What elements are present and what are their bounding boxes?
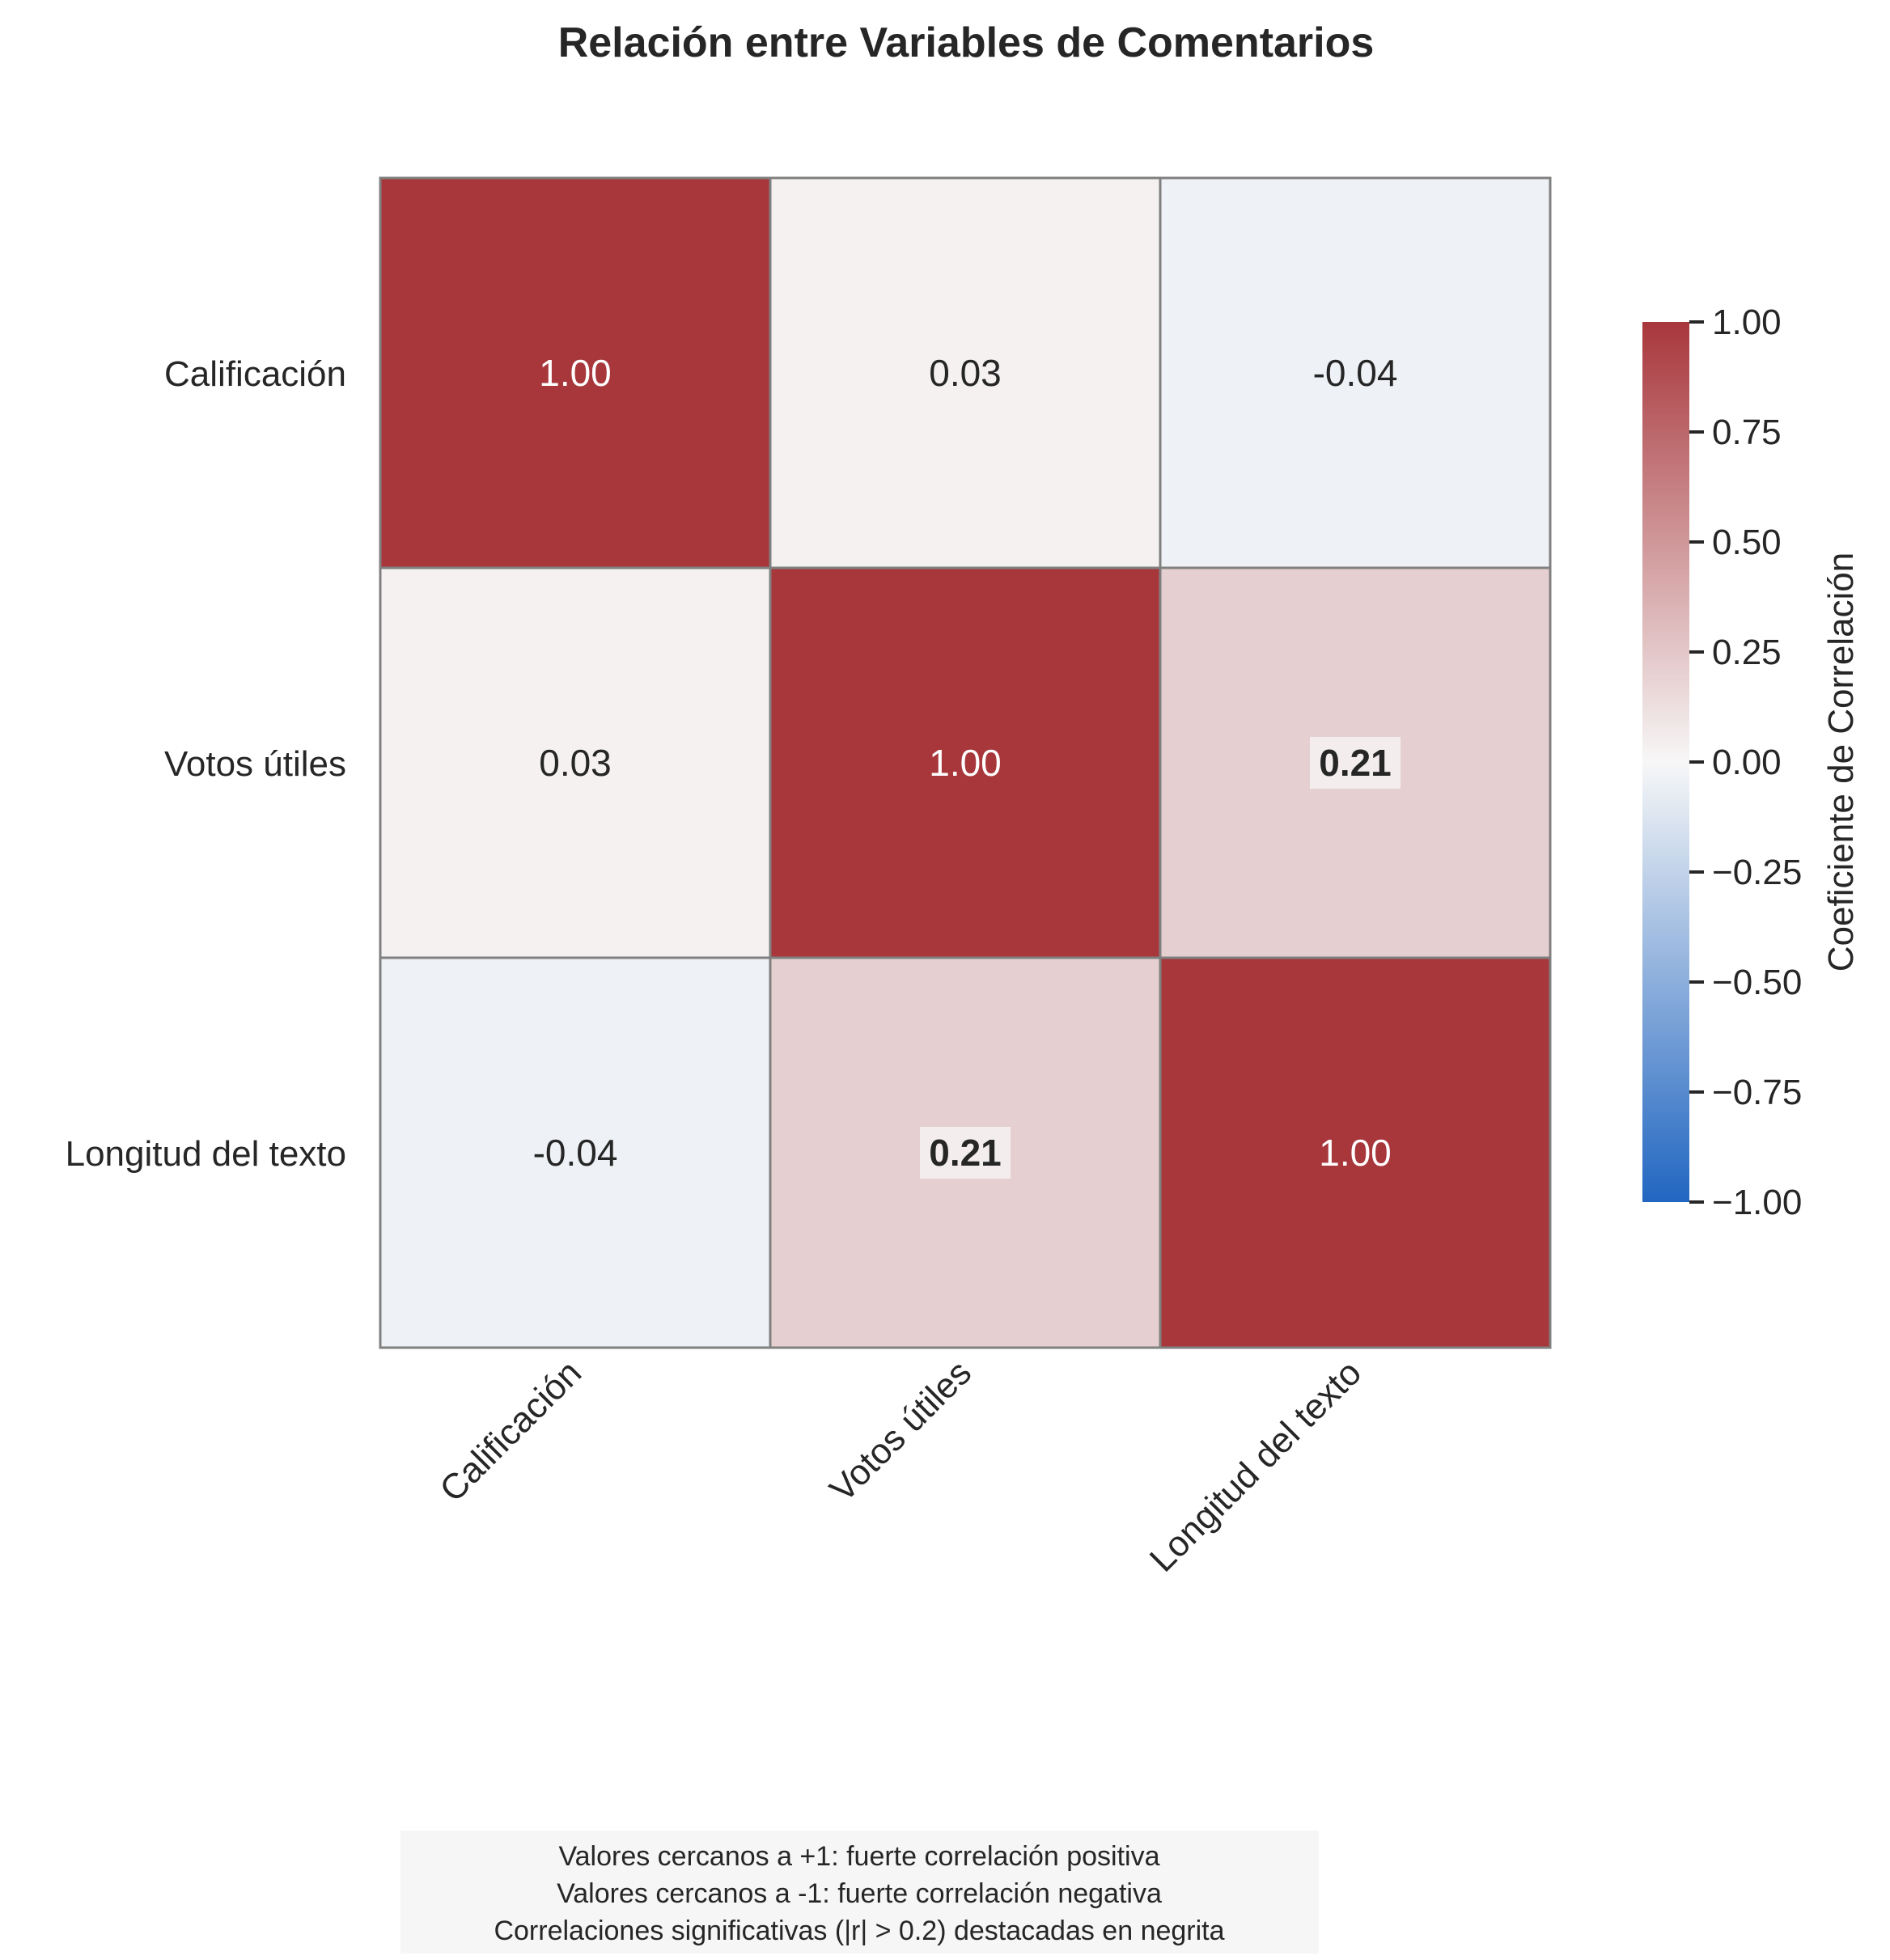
heatmap-cell-1-0 (379, 566, 772, 959)
cell-value-2-0: -0.04 (533, 1132, 618, 1174)
row-label-0: Calificación (164, 354, 346, 394)
heatmap-cell-0-2 (1159, 176, 1552, 569)
colorbar-gradient (1642, 322, 1689, 1202)
column-label-2: Longitud del texto (1142, 1353, 1369, 1579)
colorbar-ticks: 1.00 0.75 0.50 0.25 0.00 −0.25 −0.50 −0.75 −1.00 (1689, 303, 1802, 1222)
cell-value-2-2: 1.00 (1319, 1132, 1392, 1174)
column-label-0: Calificación (432, 1353, 589, 1509)
column-labels: Calificación Votos útiles Longitud del tex… (432, 1353, 1369, 1579)
row-label-2: Longitud del texto (66, 1134, 346, 1174)
colorbar-tick-label-0: 1.00 (1712, 303, 1782, 342)
note-background (400, 1831, 1319, 1954)
colorbar-tick-label-6: −0.50 (1712, 963, 1802, 1002)
cell-value-1-0: 0.03 (539, 742, 612, 784)
note-line-3: Correlaciones significativas (|r| > 0.2)… (494, 1916, 1224, 1946)
colorbar-tick-label-7: −0.75 (1712, 1073, 1802, 1112)
heatmap-cell-2-0 (379, 956, 772, 1349)
cell-value-1-2: 0.21 (1319, 742, 1392, 784)
colorbar-tick-label-4: 0.00 (1712, 743, 1782, 782)
row-label-1: Votos útiles (164, 744, 346, 784)
heatmap-cell-2-2 (1159, 956, 1552, 1349)
heatmap-cell-1-1 (769, 566, 1162, 959)
note-box: Valores cercanos a +1: fuerte correlació… (400, 1831, 1319, 1954)
cell-value-0-1: 0.03 (929, 352, 1002, 394)
colorbar-tick-label-1: 0.75 (1712, 413, 1782, 452)
chart-title: Relación entre Variables de Comentarios (558, 19, 1375, 66)
cell-value-0-0: 1.00 (539, 352, 612, 394)
note-line-2: Valores cercanos a -1: fuerte correlació… (557, 1878, 1162, 1909)
highlight-box-2-1 (920, 1127, 1011, 1179)
colorbar-tick-label-2: 0.50 (1712, 523, 1782, 562)
colorbar-tick-label-5: −0.25 (1712, 853, 1802, 892)
colorbar-tick-label-3: 0.25 (1712, 633, 1782, 672)
row-labels: Calificación Votos útiles Longitud del tex… (66, 354, 346, 1174)
highlight-box-1-2 (1310, 737, 1401, 789)
note-line-1: Valores cercanos a +1: fuerte correlació… (558, 1841, 1159, 1872)
cell-value-0-2: -0.04 (1313, 352, 1398, 394)
column-label-1: Votos útiles (822, 1353, 979, 1509)
colorbar-label: Coeficiente de Correlación (1821, 552, 1861, 972)
heatmap-cell-0-0 (379, 176, 772, 569)
heatmap-cell-0-1 (769, 176, 1162, 569)
heatmap-cells: 1.00 0.03 -0.04 0.03 1.00 0.21 -0.04 0.21 1.00 (379, 176, 1552, 1349)
cell-value-1-1: 1.00 (929, 742, 1002, 784)
colorbar-tick-label-8: −1.00 (1712, 1183, 1802, 1222)
cell-value-2-1: 0.21 (929, 1132, 1002, 1174)
colorbar: 1.00 0.75 0.50 0.25 0.00 −0.25 −0.50 −0.75 −1.00… (1642, 303, 1861, 1222)
